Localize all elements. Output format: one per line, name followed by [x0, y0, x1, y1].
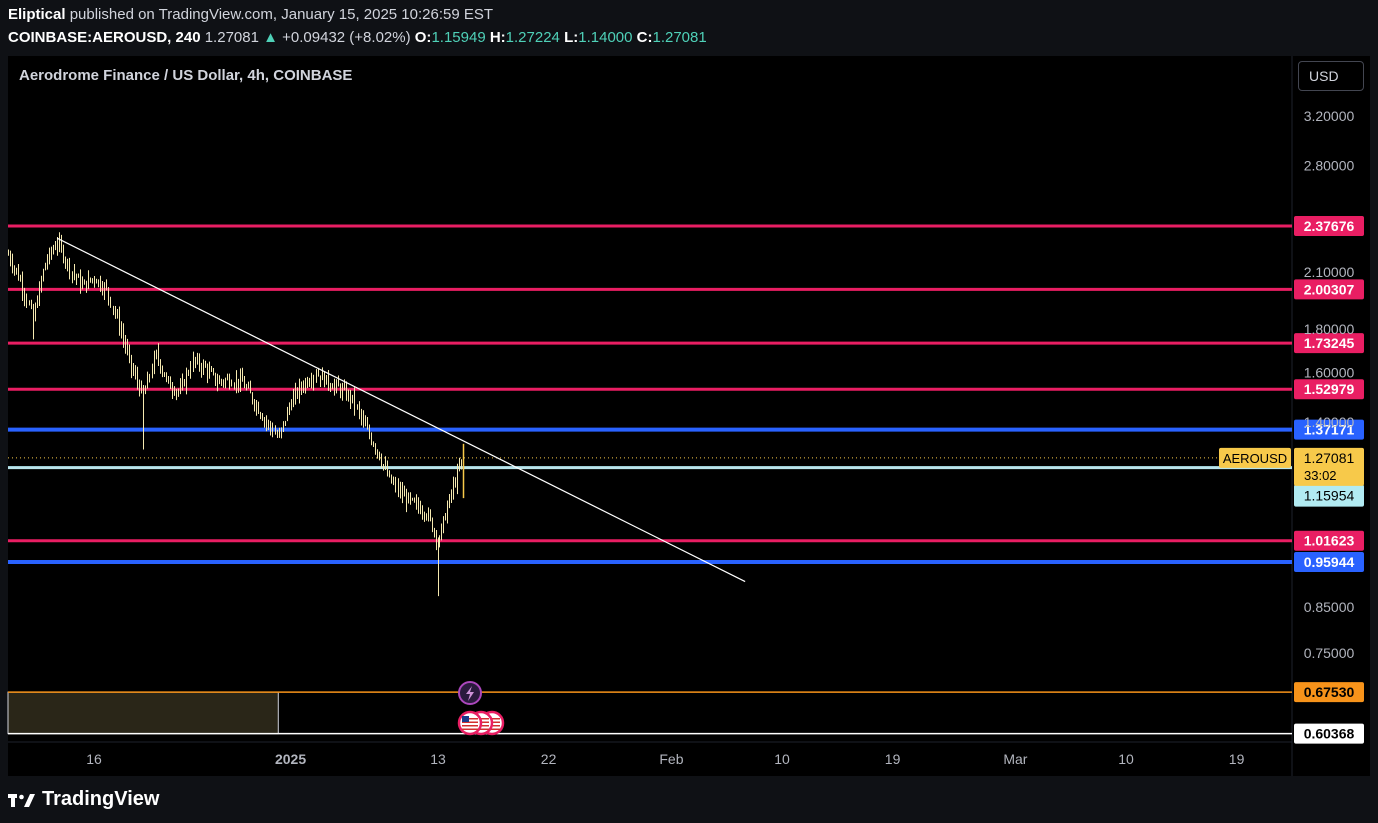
publish-info: Eliptical published on TradingView.com, …: [8, 6, 493, 23]
price-tick-label: 2.10000: [1304, 264, 1355, 280]
level-price-label-bg: [1294, 216, 1364, 236]
level-price-label-text: 1.73245: [1304, 335, 1355, 351]
current-price-value: 1.27081: [1304, 450, 1355, 466]
time-tick-label: 16: [86, 751, 102, 767]
us-flag-icon[interactable]: [457, 710, 483, 736]
level-price-label[interactable]: 2.00307: [1294, 279, 1364, 300]
level-price-label-bg: [1294, 552, 1364, 572]
publish-date: published on TradingView.com, January 15…: [65, 6, 494, 23]
level-price-label-text: 0.60368: [1304, 726, 1355, 742]
tradingview-logo-icon: [8, 793, 35, 807]
symbol-label[interactable]: COINBASE:AEROUSD, 240: [8, 29, 201, 46]
level-price-label-bg: [1294, 530, 1364, 551]
price-tick-label: 2.80000: [1304, 157, 1355, 173]
trendline[interactable]: [56, 237, 746, 583]
flag-stripe: [462, 718, 478, 720]
time-tick-label: 19: [1229, 751, 1245, 767]
time-tick-label: 13: [430, 751, 446, 767]
price-tick-label: 0.75000: [1304, 645, 1355, 661]
last-price: 1.27081: [204, 29, 259, 46]
level-price-label[interactable]: 0.95944: [1294, 552, 1364, 572]
level-price-label-text: 1.37171: [1304, 422, 1355, 438]
level-price-label[interactable]: 0.67530: [1294, 682, 1364, 703]
session-range-box: [7, 691, 279, 735]
level-price-label-bg: [1294, 419, 1364, 440]
level-price-label[interactable]: 1.52979: [1294, 379, 1364, 400]
flag-stripe: [473, 728, 489, 730]
flag-canton: [462, 716, 469, 722]
level-price-label[interactable]: 1.37171: [1294, 419, 1364, 440]
level-price-label[interactable]: 0.60368: [1294, 723, 1364, 744]
time-tick-label: 22: [541, 751, 557, 767]
currency-button[interactable]: USD: [1298, 61, 1364, 91]
level-price-label[interactable]: 1.73245: [1294, 333, 1364, 354]
level-price-label-bg: [1294, 279, 1364, 300]
time-tick-label: 10: [1118, 751, 1134, 767]
up-arrow-icon: ▲: [263, 29, 278, 46]
high-label: H:: [489, 29, 506, 46]
current-price-label-bg: [1294, 447, 1364, 486]
tradingview-logo[interactable]: TradingView: [8, 788, 159, 811]
level-price-label-bg: [1294, 379, 1364, 400]
flag-stripe: [462, 721, 478, 723]
level-price-label[interactable]: 2.37676: [1294, 216, 1364, 236]
ohlc-legend: COINBASE:AEROUSD, 240 1.27081 ▲ +0.09432…: [8, 29, 707, 46]
open-value: 1.15949: [431, 29, 486, 46]
close-value: 1.27081: [652, 29, 707, 46]
low-label: L:: [564, 29, 579, 46]
author-name[interactable]: Eliptical: [8, 6, 66, 23]
price-tick-label: 1.40000: [1304, 414, 1355, 430]
level-price-label-text: 2.37676: [1304, 218, 1355, 234]
close-label: C:: [636, 29, 653, 46]
current-price-label[interactable]: 1.27081 33:02: [1294, 447, 1364, 486]
level-price-label-text: 2.00307: [1304, 281, 1355, 297]
high-value: 1.27224: [505, 29, 560, 46]
level-price-label-bg: [1294, 682, 1364, 703]
time-tick-label: 2025: [275, 751, 306, 767]
flag-stripe: [462, 725, 478, 727]
chart-title: Aerodrome Finance / US Dollar, 4h, COINB…: [19, 67, 353, 84]
level-price-label-text: 0.95944: [1304, 554, 1355, 570]
flag-stripe: [462, 728, 478, 730]
price-axis[interactable]: [1292, 56, 1370, 776]
open-label: O:: [414, 29, 432, 46]
symbol-tag[interactable]: AEROUSD: [1219, 447, 1291, 468]
open-price-label-text: 1.15954: [1304, 488, 1355, 504]
price-tick-label: 1.60000: [1304, 365, 1355, 381]
bar-countdown: 33:02: [1304, 468, 1337, 483]
flag-stripe: [484, 728, 500, 730]
level-price-label-text: 1.01623: [1304, 533, 1355, 549]
lightning-icon-bolt: [466, 686, 474, 701]
open-price-label: 1.15954: [1294, 484, 1364, 507]
low-value: 1.14000: [578, 29, 633, 46]
price-tick-label: 1.80000: [1304, 321, 1355, 337]
level-price-label[interactable]: 1.01623: [1294, 530, 1364, 551]
brand-name: TradingView: [42, 788, 160, 810]
level-price-label-bg: [1294, 333, 1364, 354]
level-price-label-text: 0.67530: [1304, 684, 1355, 700]
symbol-tag-text: AEROUSD: [1223, 451, 1287, 466]
price-change: +0.09432 (+8.02%): [282, 29, 411, 46]
price-tick-label: 0.85000: [1304, 599, 1355, 615]
time-tick-label: 19: [885, 751, 901, 767]
level-price-label-bg: [1294, 723, 1364, 744]
open-price-label-bg: [1294, 484, 1364, 507]
symbol-tag-bg: [1219, 447, 1291, 468]
price-tick-label: 3.20000: [1304, 108, 1355, 124]
time-tick-label: Mar: [1003, 751, 1027, 767]
time-tick-label: 10: [774, 751, 790, 767]
time-tick-label: Feb: [659, 751, 683, 767]
lightning-icon[interactable]: [458, 681, 482, 705]
chart-area[interactable]: [8, 56, 1370, 776]
level-price-label-text: 1.52979: [1304, 381, 1355, 397]
